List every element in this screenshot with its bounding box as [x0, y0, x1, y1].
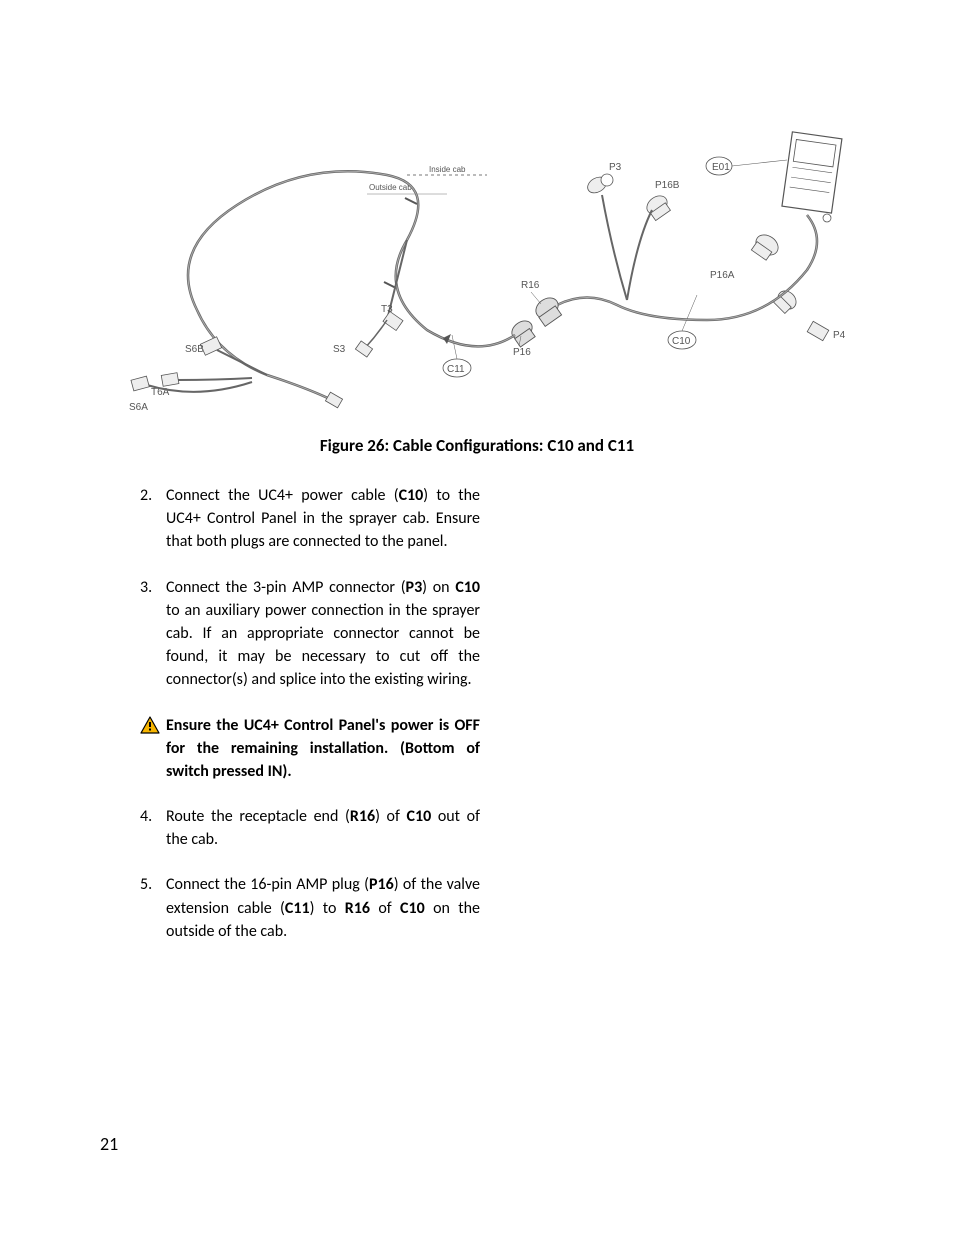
step-number: 3. [140, 576, 166, 692]
instruction-step: 3.Connect the 3-pin AMP connector (P3) o… [140, 576, 480, 692]
warning-text: Ensure the UC4+ Control Panel's power is… [166, 714, 480, 784]
step-body: Connect the 16-pin AMP plug (P16) of the… [166, 873, 480, 943]
instruction-step: 5.Connect the 16-pin AMP plug (P16) of t… [140, 873, 480, 943]
label-r16: R16 [521, 280, 540, 291]
step-number: 4. [140, 805, 166, 851]
label-p4: P4 [833, 330, 846, 341]
warning-icon [140, 714, 166, 784]
plug-p16b [751, 231, 782, 260]
label-s3: S3 [333, 344, 346, 355]
plug-t6a [161, 373, 179, 387]
plug-mid [643, 192, 670, 220]
label-c10: C10 [672, 336, 691, 347]
figure-block: Inside cab Outside cab E01 P16A P16B [100, 130, 854, 456]
figure-caption: Figure 26: Cable Configurations: C10 and… [100, 435, 854, 456]
plug-end [325, 392, 342, 408]
label-p16b: P16B [655, 180, 680, 191]
control-panel [782, 132, 842, 222]
label-outside-cab: Outside cab [369, 183, 412, 192]
label-e01: E01 [712, 162, 730, 173]
label-inside-cab: Inside cab [429, 165, 466, 174]
instruction-step: 4.Route the receptacle end (R16) of C10 … [140, 805, 480, 851]
step-number: 2. [140, 484, 166, 554]
step-body: Route the receptacle end (R16) of C10 ou… [166, 805, 480, 851]
plug-p3 [585, 174, 613, 196]
warning-block: Ensure the UC4+ Control Panel's power is… [140, 714, 480, 784]
content-column: 2.Connect the UC4+ power cable (C10) to … [140, 484, 480, 943]
step-body: Connect the UC4+ power cable (C10) to th… [166, 484, 480, 554]
label-p16a: P16A [710, 270, 735, 281]
label-p16: P16 [513, 347, 531, 358]
step-body: Connect the 3-pin AMP connector (P3) on … [166, 576, 480, 692]
plug-p16 [508, 317, 535, 347]
plug-s6a [131, 376, 149, 391]
label-s6a: S6A [129, 402, 148, 413]
plug-p4 [807, 321, 829, 340]
page: Inside cab Outside cab E01 P16A P16B [0, 0, 954, 1235]
instruction-step: 2.Connect the UC4+ power cable (C10) to … [140, 484, 480, 554]
label-c11: C11 [447, 364, 465, 375]
step-number: 5. [140, 873, 166, 943]
cable-diagram: Inside cab Outside cab E01 P16A P16B [107, 130, 847, 420]
page-number: 21 [100, 1133, 118, 1155]
label-s6b: S6B [185, 344, 204, 355]
label-t3: T3 [381, 304, 393, 315]
label-p3: P3 [609, 162, 622, 173]
